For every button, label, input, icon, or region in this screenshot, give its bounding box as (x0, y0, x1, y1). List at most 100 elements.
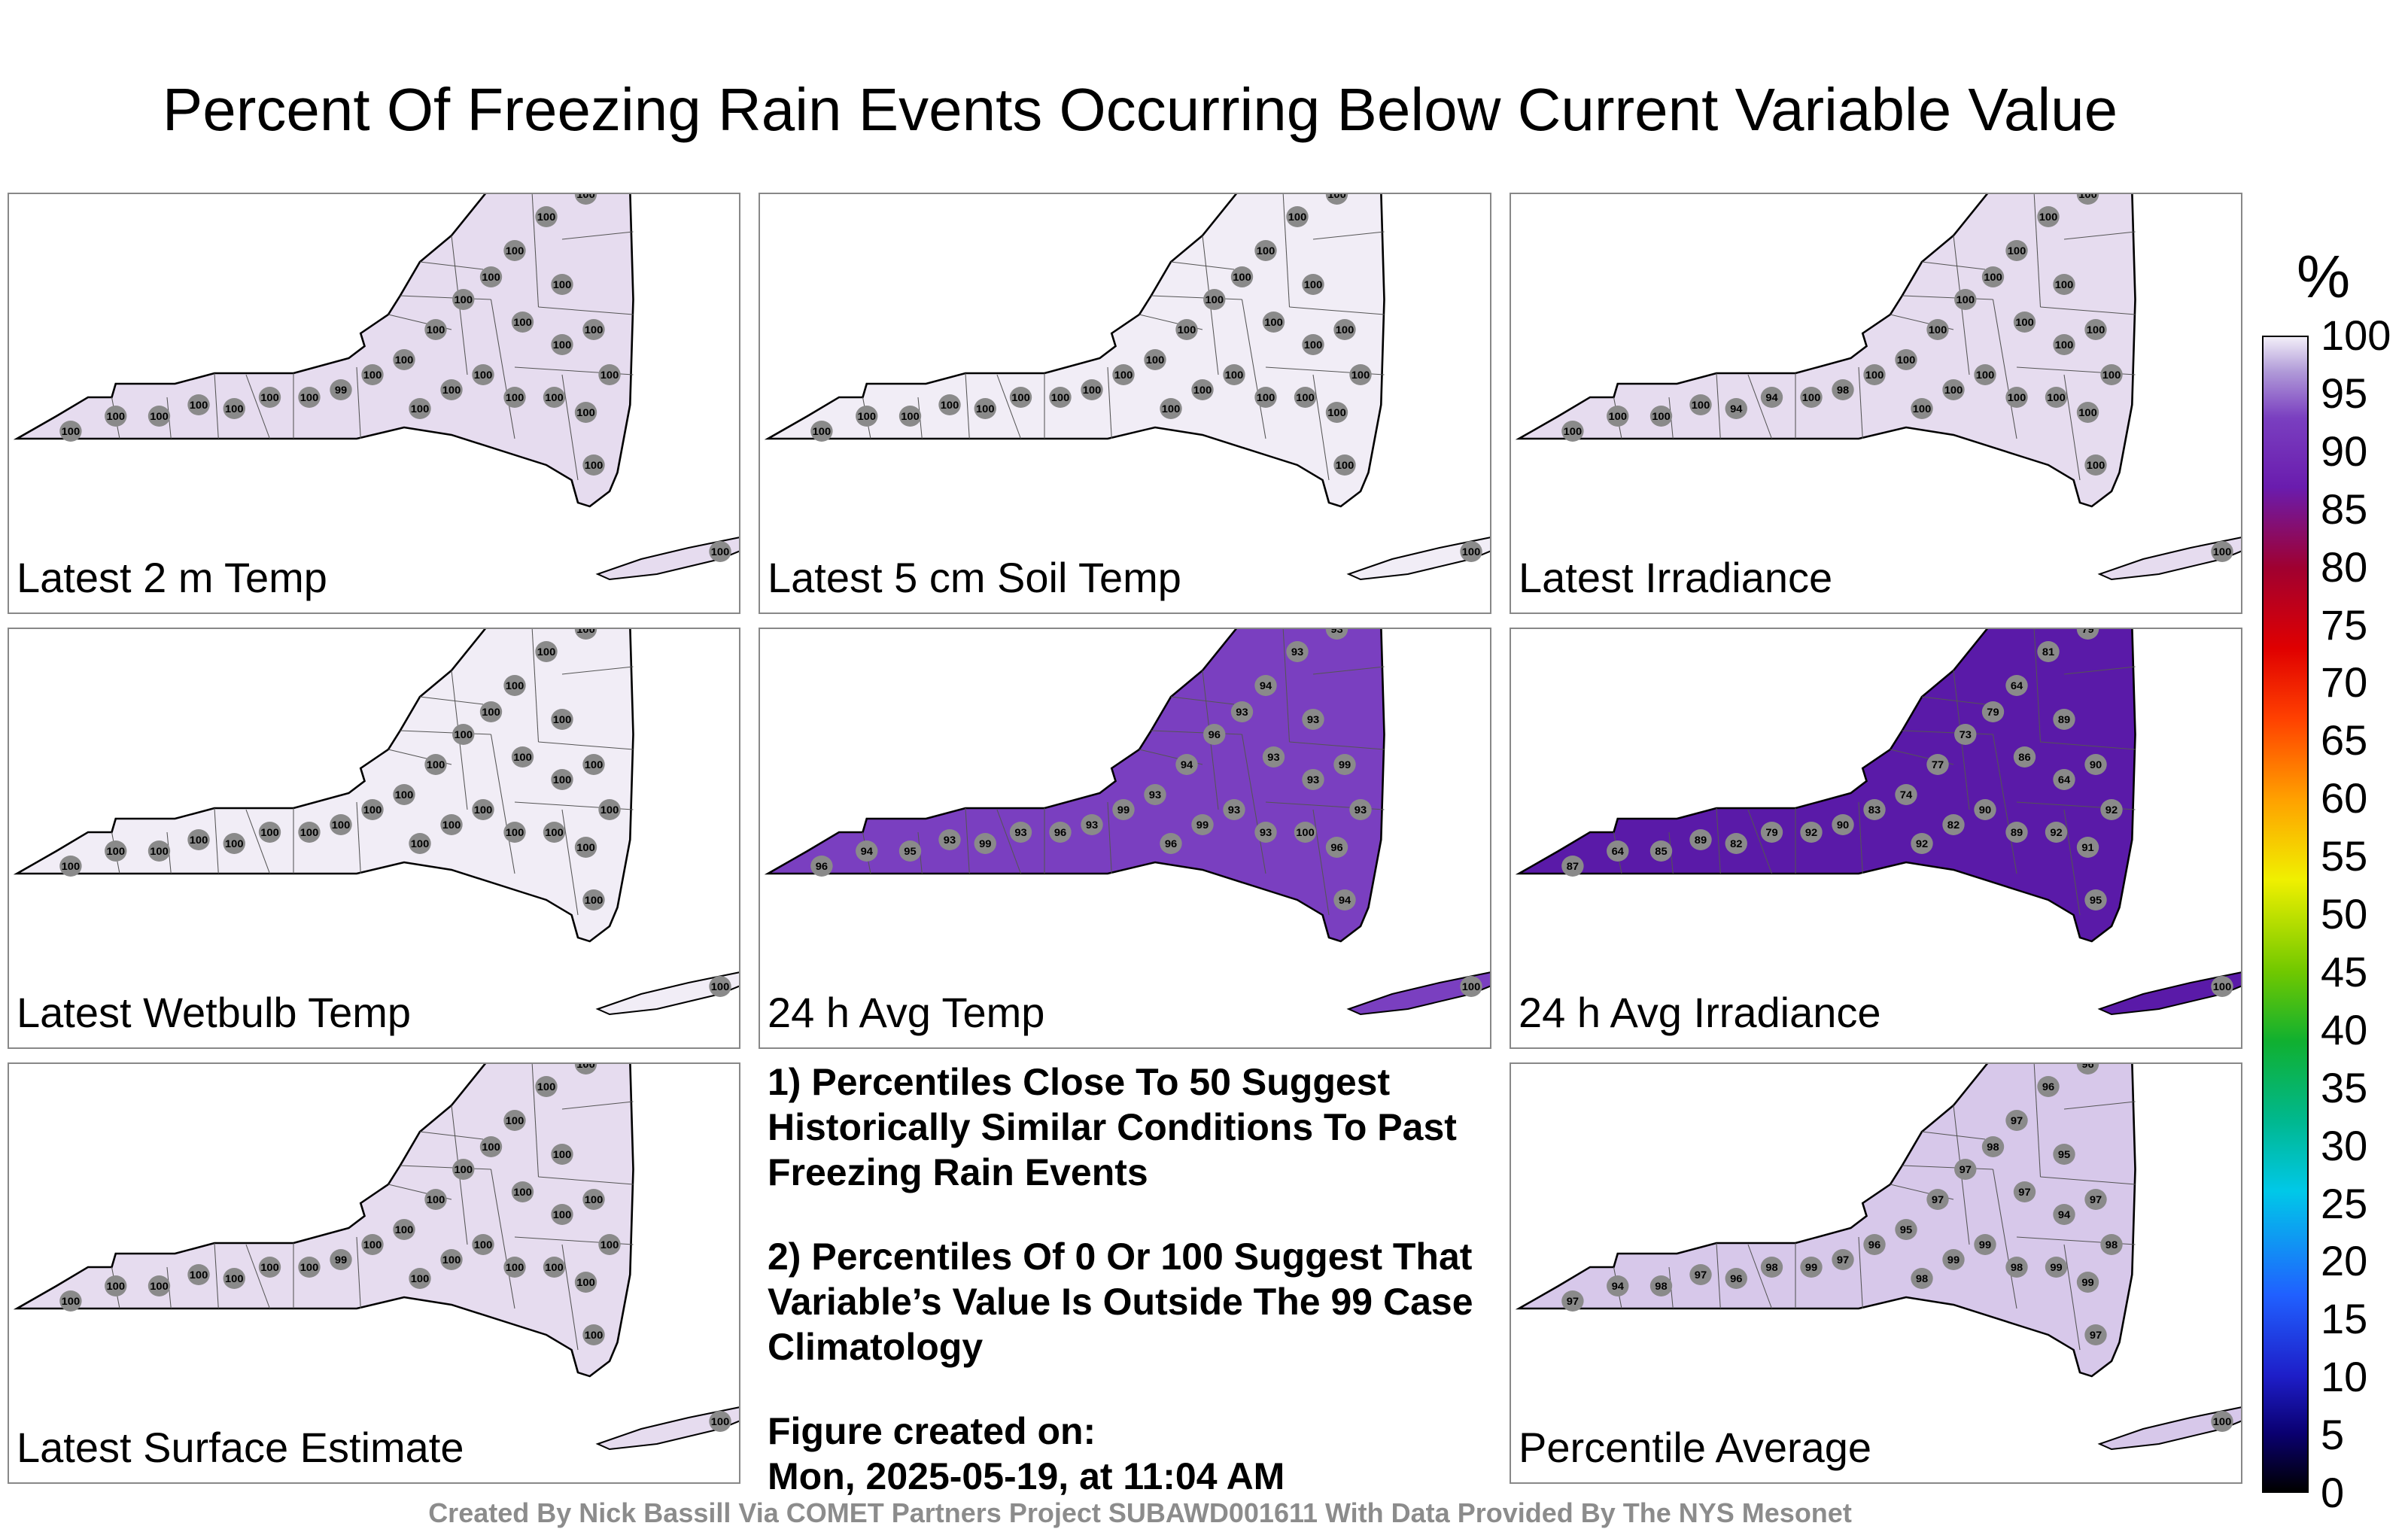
station-marker (1895, 349, 1917, 370)
station-value: 100 (2087, 324, 2105, 336)
colorbar-tick-label: 60 (2321, 774, 2368, 822)
station-value: 93 (1236, 707, 1248, 719)
station-marker (2037, 206, 2060, 227)
created-value: Mon, 2025-05-19, at 11:04 AM (768, 1455, 1285, 1497)
station-marker (2005, 675, 2028, 696)
station-value: 86 (2018, 752, 2030, 764)
station-marker (2076, 837, 2099, 858)
station-marker (574, 1272, 597, 1293)
county-line (490, 734, 515, 874)
station-value: 100 (813, 426, 832, 438)
station-value: 96 (1330, 842, 1342, 854)
station-marker (1144, 349, 1166, 370)
panel-label: Latest Surface Estimate (17, 1424, 464, 1471)
station-marker (898, 406, 922, 427)
station-value: 100 (1327, 407, 1346, 419)
county-line (1312, 374, 1330, 481)
station-marker (1832, 379, 1854, 400)
station-value: 100 (395, 354, 414, 366)
station-marker (1223, 799, 1245, 820)
station-value: 100 (2055, 339, 2074, 351)
station-value: 100 (1193, 385, 1212, 397)
station-value: 82 (1730, 838, 1742, 850)
station-value: 100 (150, 411, 169, 423)
station-value: 99 (1947, 1254, 1960, 1266)
station-marker (938, 829, 961, 850)
station-marker (1981, 266, 2005, 287)
county-line (2040, 1176, 2136, 1185)
station-marker (2100, 1234, 2123, 1255)
station-value: 89 (1695, 834, 1707, 847)
station-marker (452, 724, 475, 745)
station-value: 100 (711, 981, 730, 993)
station-value: 100 (442, 385, 461, 397)
station-value: 93 (1086, 819, 1098, 831)
station-marker (1725, 1268, 1747, 1289)
station-marker (1144, 784, 1166, 805)
colorbar-tick-label: 25 (2321, 1179, 2368, 1227)
county-line (1151, 295, 1242, 300)
county-line (1241, 734, 1266, 874)
county-line (1289, 306, 1385, 315)
station-value: 100 (411, 403, 430, 415)
county-line (1241, 299, 1266, 439)
station-marker (1832, 1249, 1854, 1270)
county-line (400, 730, 491, 735)
station-value: 90 (1979, 804, 1991, 816)
state-outline (1515, 1064, 2136, 1378)
county-line (245, 1244, 270, 1309)
station-marker (1561, 421, 1584, 442)
county-line (1902, 730, 1993, 735)
created-label: Figure created on: (768, 1410, 1096, 1452)
station-marker (1689, 829, 1712, 850)
station-value: 100 (585, 895, 604, 907)
station-value: 100 (537, 646, 556, 658)
station-marker (1112, 799, 1135, 820)
station-value: 93 (1267, 752, 1279, 764)
station-value: 100 (363, 804, 382, 816)
county-line (1289, 741, 1385, 750)
station-value: 95 (2058, 1149, 2070, 1161)
station-value: 100 (1865, 369, 1884, 381)
station-marker (1911, 1268, 1933, 1289)
station-marker (598, 1234, 621, 1255)
station-marker (551, 1144, 573, 1165)
station-value: 98 (1837, 385, 1849, 397)
station-value: 100 (1296, 827, 1315, 839)
station-marker (452, 1159, 475, 1180)
county-line (538, 741, 634, 750)
station-marker (2211, 976, 2233, 997)
station-value: 100 (585, 1330, 604, 1342)
station-value: 93 (1307, 774, 1319, 786)
station-marker (1302, 769, 1324, 790)
station-value: 95 (1900, 1224, 1912, 1236)
station-value: 100 (1162, 403, 1181, 415)
panel-label: 24 h Avg Temp (768, 989, 1045, 1036)
station-value: 100 (600, 369, 619, 381)
station-marker (2005, 240, 2028, 261)
station-marker (938, 394, 961, 415)
station-marker (1191, 379, 1214, 400)
station-marker (1895, 1219, 1917, 1240)
station-value: 97 (2018, 1187, 2030, 1199)
station-value: 98 (2011, 1262, 2023, 1274)
long-island (595, 536, 739, 581)
station-value: 100 (427, 324, 445, 336)
county-line (1170, 261, 1235, 270)
station-value: 100 (300, 1262, 319, 1274)
station-marker (1262, 312, 1285, 333)
station-value: 100 (150, 846, 169, 858)
station-value: 89 (2058, 714, 2070, 726)
county-line (1858, 366, 1863, 439)
station-value: 99 (1805, 1262, 1817, 1274)
station-marker (187, 829, 210, 850)
station-marker (582, 454, 605, 476)
station-value: 94 (1612, 1281, 1624, 1293)
station-marker (1160, 833, 1182, 854)
station-value: 100 (513, 1187, 532, 1199)
station-marker (511, 1181, 534, 1202)
station-value: 100 (1205, 294, 1224, 306)
station-marker (105, 1275, 127, 1296)
station-value: 99 (335, 1254, 347, 1266)
colorbar-tick-label: 50 (2321, 890, 2368, 938)
